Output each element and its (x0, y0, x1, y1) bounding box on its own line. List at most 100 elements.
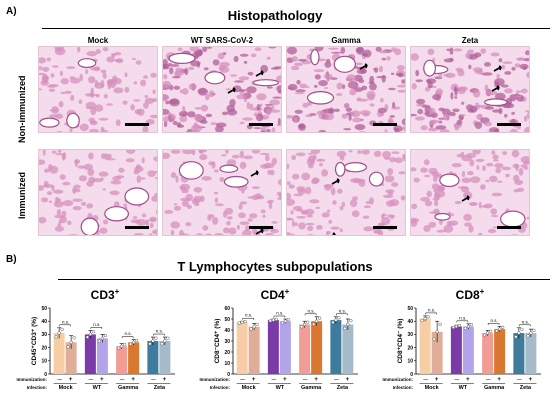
panel-b-label: B) (6, 254, 17, 265)
bar (482, 333, 494, 374)
data-point (488, 329, 493, 333)
title-rule-a (42, 28, 550, 29)
data-point (469, 322, 474, 327)
group-label: Mock (242, 385, 257, 391)
infection-row-label: Infection: (27, 385, 48, 390)
data-point (457, 323, 462, 328)
significance-bracket (153, 333, 165, 336)
scale-bar (125, 123, 149, 126)
data-point (103, 333, 108, 338)
bar (248, 326, 260, 374)
data-point (154, 336, 158, 340)
arrow-icon (331, 178, 340, 185)
significance-bracket (273, 315, 286, 318)
scale-bar (125, 226, 149, 229)
data-point (317, 316, 322, 320)
y-tick-label: 30 (407, 332, 413, 338)
bar (147, 341, 159, 374)
data-point (337, 316, 341, 320)
bar (450, 326, 462, 374)
immunization-plus: + (163, 377, 167, 383)
chart-title-cd4: CD4+ (260, 287, 290, 302)
data-point (60, 327, 64, 332)
col-label-gamma: Gamma (331, 36, 361, 45)
data-point (274, 317, 279, 321)
significance-bracket (90, 327, 103, 329)
immunization-minus: — (486, 377, 491, 382)
data-point (240, 320, 244, 324)
bar (330, 320, 342, 374)
data-point (466, 324, 471, 329)
histology-image (162, 149, 282, 236)
y-tick-label: 10 (41, 359, 47, 365)
immunization-plus: + (69, 377, 73, 383)
scale-bar (497, 226, 521, 229)
significance-label: n.s. (428, 307, 435, 312)
data-point (57, 331, 61, 335)
data-point (54, 335, 58, 339)
data-point (151, 339, 155, 343)
arrow-icon (491, 85, 500, 92)
data-point (97, 339, 102, 343)
data-point (454, 324, 459, 329)
data-point (237, 321, 241, 325)
immunization-plus: + (497, 377, 501, 383)
data-point (426, 315, 430, 319)
data-point (119, 344, 124, 348)
immunization-plus: + (435, 377, 439, 383)
y-tick-label: 60 (224, 306, 230, 312)
data-point (482, 333, 487, 337)
bar (494, 329, 506, 374)
arrow-icon (493, 65, 502, 72)
histopathology-title: Histopathology (227, 8, 323, 23)
significance-bracket (519, 324, 531, 327)
data-point (131, 340, 136, 344)
immunization-minus: — (89, 377, 94, 382)
significance-bracket (487, 323, 500, 325)
data-point (500, 325, 505, 329)
significance-label: n.s. (522, 319, 529, 324)
significance-label: n.s. (459, 315, 466, 320)
bar (159, 341, 171, 374)
data-point (249, 327, 253, 331)
bar (431, 331, 443, 374)
significance-label: n.s. (307, 308, 314, 313)
arrow-icon (255, 228, 264, 235)
data-point (346, 322, 350, 327)
data-point (331, 320, 335, 325)
histology-image (286, 149, 406, 236)
bar (65, 342, 77, 374)
data-point (160, 342, 164, 346)
lymphocytes-title: T Lymphocytes subpopulations (177, 259, 373, 274)
significance-bracket (456, 320, 469, 323)
data-point (420, 318, 424, 323)
group-label: WT (459, 385, 468, 391)
y-tick-label: 10 (224, 361, 230, 367)
immunization-plus: + (131, 377, 135, 383)
immunization-plus: + (314, 377, 318, 383)
group-label: Mock (59, 385, 74, 391)
row-label-non-immunized: Non-immunized (17, 75, 27, 144)
data-point (497, 327, 502, 331)
immunization-minus: — (272, 377, 277, 382)
y-tick-label: 40 (41, 319, 47, 325)
data-point (485, 331, 490, 335)
y-tick-label: 50 (41, 306, 47, 312)
bar (267, 320, 279, 374)
group-label: Zeta (520, 385, 532, 391)
significance-label: n.s. (124, 331, 131, 336)
data-point (526, 334, 530, 338)
y-axis-label: CD8⁻CD4⁺ (%) (214, 319, 221, 364)
histology-image (38, 46, 158, 133)
chart-cd4: 0 10 20 30 40 50 60 CD8⁻CD4⁺ (%) n.s. — + Mock n.s. —… (200, 306, 358, 391)
immunization-plus: + (466, 377, 470, 383)
data-point (314, 319, 319, 323)
data-point (252, 325, 256, 329)
data-point (299, 325, 304, 329)
data-point (72, 336, 76, 340)
significance-label: n.s. (93, 322, 100, 327)
bar (342, 324, 354, 374)
significance-bracket (336, 313, 348, 316)
data-point (514, 335, 518, 339)
